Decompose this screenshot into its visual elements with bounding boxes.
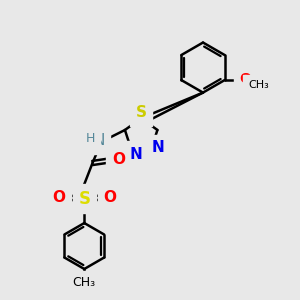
Text: CH₃: CH₃ xyxy=(249,80,269,90)
Text: O: O xyxy=(239,72,251,86)
Text: N: N xyxy=(151,140,164,155)
Text: N: N xyxy=(129,147,142,162)
Text: O: O xyxy=(52,190,65,205)
Text: N: N xyxy=(93,134,105,148)
Text: S: S xyxy=(78,190,90,208)
Text: S: S xyxy=(136,105,147,120)
Text: CH₃: CH₃ xyxy=(73,276,96,289)
Text: O: O xyxy=(112,152,125,167)
Text: H: H xyxy=(85,132,95,145)
Text: O: O xyxy=(103,190,116,205)
